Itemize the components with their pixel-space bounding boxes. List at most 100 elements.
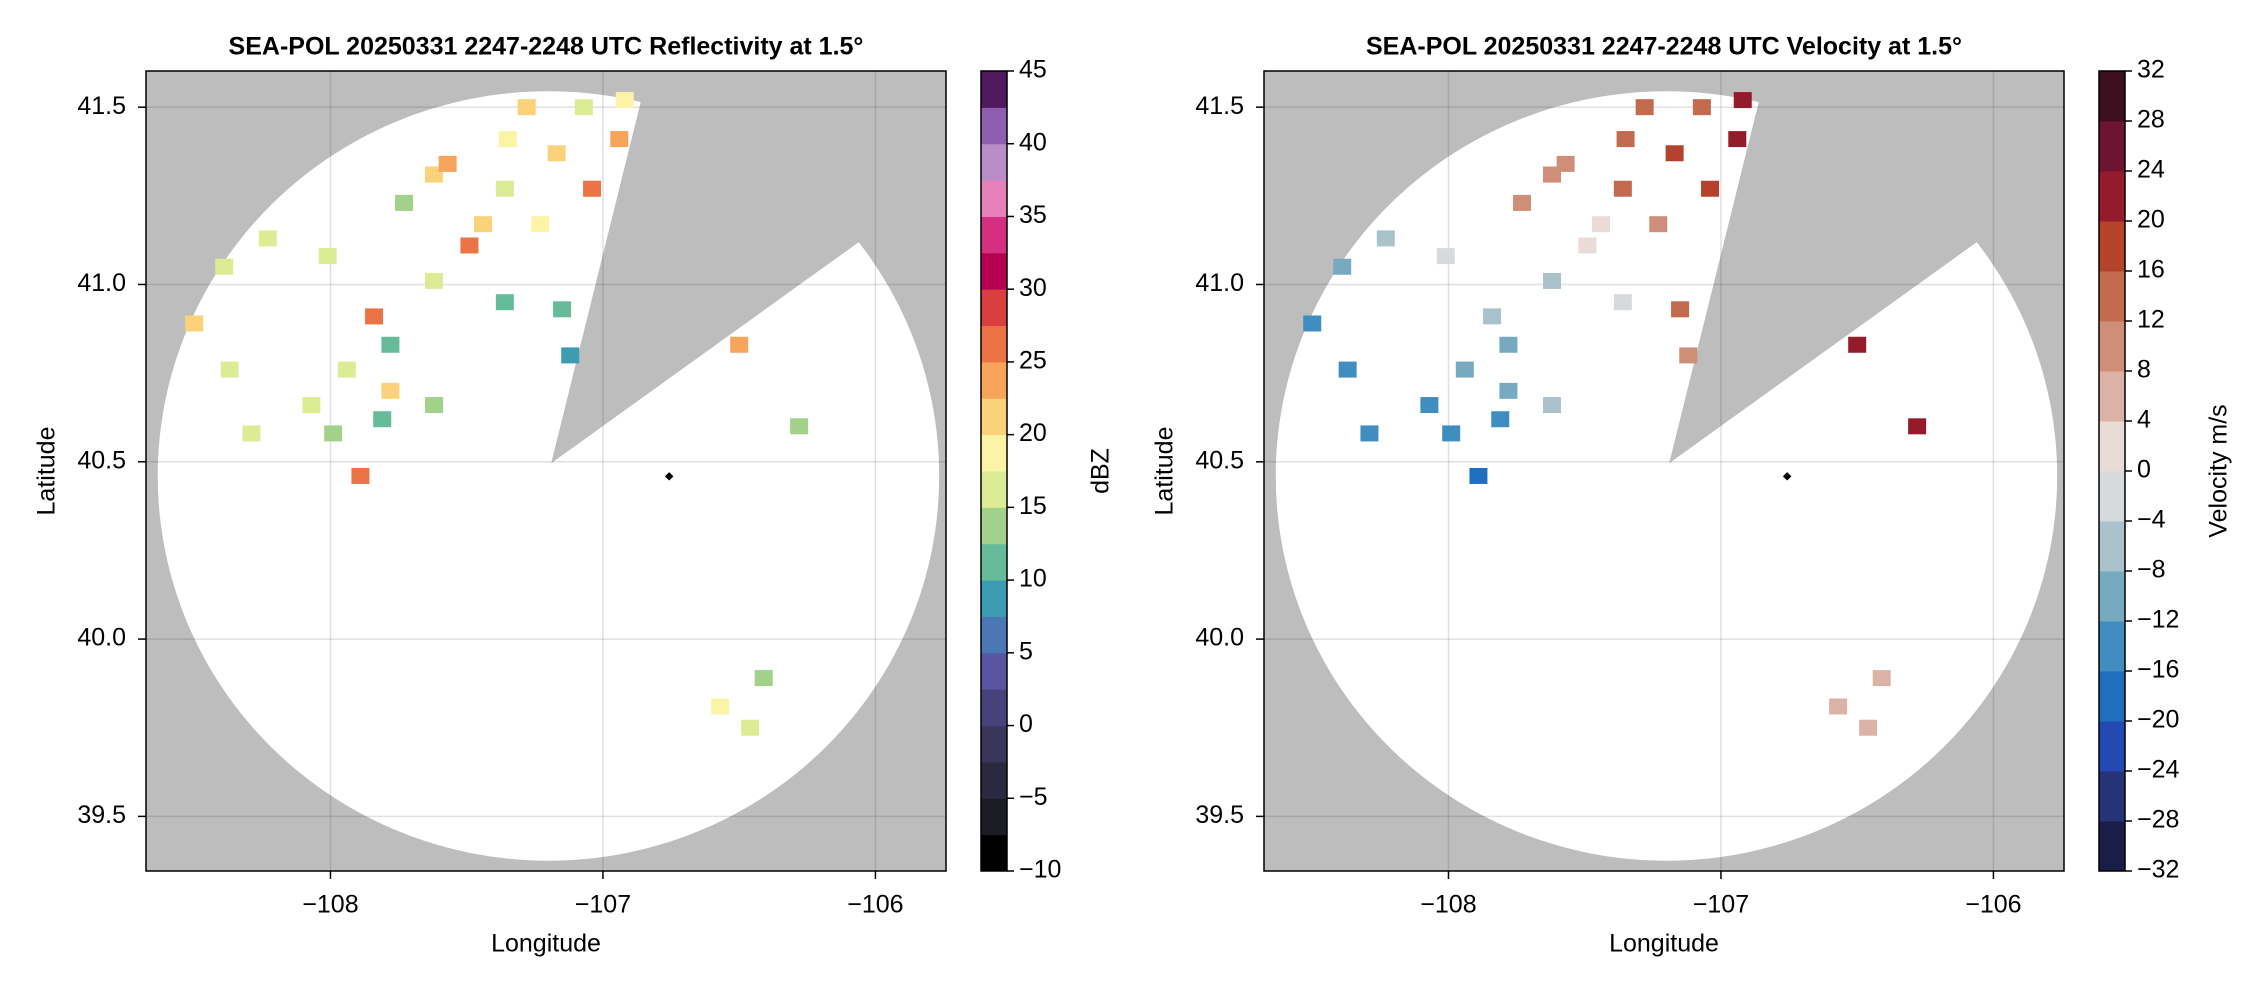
- colorbar-band: [981, 543, 1007, 581]
- echo: [1513, 194, 1532, 211]
- y-tick-label: 40.5: [1195, 446, 1244, 474]
- colorbar-band: [2099, 271, 2125, 322]
- colorbar-tick-label: −8: [2137, 556, 2166, 584]
- x-tick-label: −106: [847, 891, 903, 919]
- echo: [583, 180, 602, 197]
- y-tick-label: 41.5: [77, 92, 126, 120]
- colorbar-band: [981, 725, 1007, 763]
- colorbar-band: [2099, 371, 2125, 422]
- colorbar-tick-label: 45: [1019, 56, 1047, 84]
- echo: [302, 397, 321, 414]
- echo: [1455, 361, 1474, 378]
- echo: [425, 166, 444, 183]
- echo: [1338, 361, 1357, 378]
- echo: [553, 301, 572, 318]
- colorbar-tick-label: 25: [1019, 347, 1047, 375]
- echo: [220, 361, 239, 378]
- colorbar-band: [2099, 171, 2125, 222]
- colorbar-band: [981, 652, 1007, 690]
- colorbar-tick-label: 35: [1019, 201, 1047, 229]
- echo: [1469, 467, 1488, 484]
- colorbar-tick-label: 4: [2137, 406, 2151, 434]
- colorbar-tick-label: 12: [2137, 306, 2165, 334]
- echo: [610, 131, 629, 148]
- colorbar-band: [981, 289, 1007, 327]
- colorbar-band: [981, 798, 1007, 836]
- colorbar-tick-label: 10: [1019, 565, 1047, 593]
- colorbar-band: [981, 71, 1007, 108]
- echo: [1499, 382, 1518, 399]
- x-tick-label: −108: [302, 891, 358, 919]
- colorbar-tick-label: 5: [1019, 637, 1033, 665]
- echo: [1556, 155, 1575, 172]
- y-tick-label: 39.5: [77, 801, 126, 829]
- echo: [185, 315, 204, 332]
- echo: [1333, 258, 1352, 275]
- echo: [1578, 237, 1597, 254]
- echo: [574, 99, 593, 116]
- colorbar-tick-label: 20: [2137, 206, 2165, 234]
- echo: [741, 719, 760, 736]
- colorbar-tick-label: −28: [2137, 806, 2179, 834]
- colorbar-band: [981, 834, 1007, 872]
- colorbar-band: [2099, 621, 2125, 672]
- colorbar-tick-label: 40: [1019, 128, 1047, 156]
- x-axis-label: Longitude: [1609, 930, 1719, 958]
- radar-site: [1782, 472, 1792, 481]
- echo: [1499, 336, 1518, 353]
- x-tick-label: −107: [1693, 891, 1749, 919]
- echo: [1649, 216, 1668, 233]
- echo: [1592, 216, 1611, 233]
- colorbar-tick-label: 16: [2137, 256, 2165, 284]
- echo: [754, 670, 773, 687]
- colorbar-band: [981, 580, 1007, 617]
- colorbar-tick-label: −10: [1019, 856, 1061, 884]
- echo: [1376, 230, 1395, 247]
- colorbar-tick-label: 32: [2137, 56, 2165, 84]
- echo: [438, 155, 457, 172]
- colorbar-tick-label: 30: [1019, 274, 1047, 302]
- y-tick-label: 39.5: [1195, 801, 1244, 829]
- echo: [1442, 425, 1461, 442]
- echo: [395, 194, 414, 211]
- echo: [1872, 670, 1891, 687]
- colorbar-band: [981, 107, 1007, 145]
- echo: [1420, 397, 1439, 414]
- blocked-sector: [1669, 71, 2064, 464]
- colorbar-band: [981, 216, 1007, 254]
- echo: [1665, 145, 1684, 162]
- echo: [1613, 294, 1632, 311]
- x-tick-label: −107: [575, 891, 631, 919]
- colorbar-tick-label: −20: [2137, 706, 2179, 734]
- colorbar-tick-label: 20: [1019, 419, 1047, 447]
- plot-area: [1264, 71, 2064, 871]
- echo: [1908, 418, 1927, 435]
- colorbar-band: [981, 471, 1007, 508]
- echo: [495, 180, 514, 197]
- echo: [365, 308, 384, 325]
- colorbar-tick-label: −32: [2137, 856, 2179, 884]
- y-axis-label: Latitude: [33, 427, 61, 516]
- colorbar-tick-label: −12: [2137, 606, 2179, 634]
- colorbar-band: [2099, 721, 2125, 772]
- echo: [1483, 308, 1502, 325]
- colorbar-band: [2099, 771, 2125, 822]
- colorbar-band: [2099, 671, 2125, 722]
- colorbar-tick-label: −5: [1019, 783, 1048, 811]
- echo: [1848, 336, 1867, 353]
- echo: [498, 131, 517, 148]
- echo: [1543, 272, 1562, 289]
- colorbar-band: [981, 761, 1007, 799]
- colorbar-band: [981, 325, 1007, 363]
- colorbar-band: [981, 398, 1007, 436]
- echo: [258, 230, 277, 247]
- echo: [1635, 99, 1654, 116]
- echo: [351, 467, 370, 484]
- echo: [460, 237, 479, 254]
- echo: [730, 336, 749, 353]
- colorbar-band: [2099, 121, 2125, 172]
- colorbar-tick-label: 0: [2137, 456, 2151, 484]
- echo: [381, 336, 400, 353]
- echo: [425, 397, 444, 414]
